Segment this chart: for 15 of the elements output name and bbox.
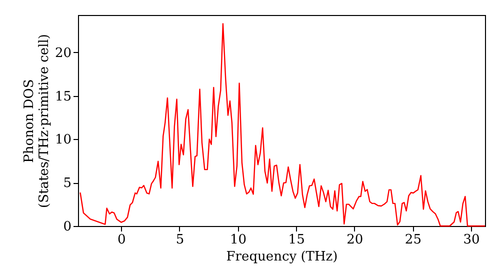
y-tick-label: 5 [63, 176, 72, 192]
y-tick-label: 20 [54, 46, 72, 61]
x-tick-label: 5 [176, 232, 184, 248]
line-series [80, 23, 486, 227]
x-tick-label: 30 [463, 232, 480, 248]
x-axis-title: Frequency (THz) [226, 250, 338, 264]
x-tick-label: 20 [346, 232, 364, 248]
x-tick-label: 15 [288, 232, 305, 248]
x-tick-label: 0 [118, 232, 126, 248]
y-tick-label: 15 [54, 89, 72, 104]
y-tick-label: 10 [54, 132, 72, 148]
y-tick-label: 0 [63, 220, 72, 234]
x-tick-label: 25 [404, 232, 422, 248]
y-axis-title: Phonon DOS (States/THz·primitive cell) [22, 34, 52, 208]
x-tick-label: 10 [230, 232, 247, 248]
